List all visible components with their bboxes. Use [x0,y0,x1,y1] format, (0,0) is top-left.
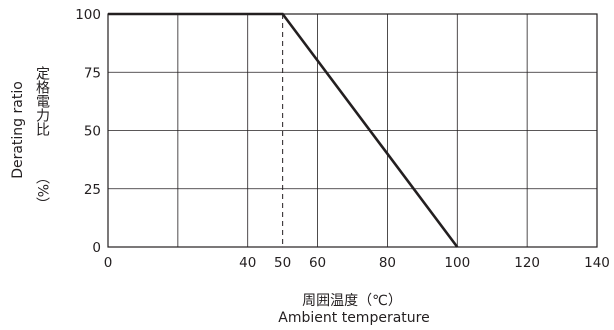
plot-frame [107,13,598,248]
x-tick-labels: 0 40 50 60 80 100 120 140 [104,255,610,271]
y-axis-label-en: Derating ratio [10,81,26,179]
x-axis-label-ja: 周囲温度（℃） [302,293,402,309]
x-tick-label: 100 [444,255,470,271]
x-tick-label: 40 [239,255,256,271]
x-tick-label: 140 [584,255,610,271]
x-tick-label: 80 [379,255,396,271]
x-tick-label: 120 [514,255,540,271]
y-tick-label: 75 [84,65,101,81]
x-axis-label-en: Ambient temperature [278,310,429,326]
y-axis-label-unit: （%） [34,170,50,211]
y-tick-label: 50 [84,124,101,140]
y-tick-label: 100 [75,7,101,23]
y-tick-label: 0 [92,240,101,256]
x-tick-label: 0 [104,255,113,271]
derating-curve [108,12,459,248]
x-tick-label: 60 [309,255,326,271]
grid [108,14,597,247]
y-tick-labels: 0 25 50 75 100 [75,7,101,256]
y-tick-label: 25 [84,182,101,198]
x-tick-label: 50 [274,255,291,271]
y-axis-label-ja: 定格電力比 [34,66,50,136]
